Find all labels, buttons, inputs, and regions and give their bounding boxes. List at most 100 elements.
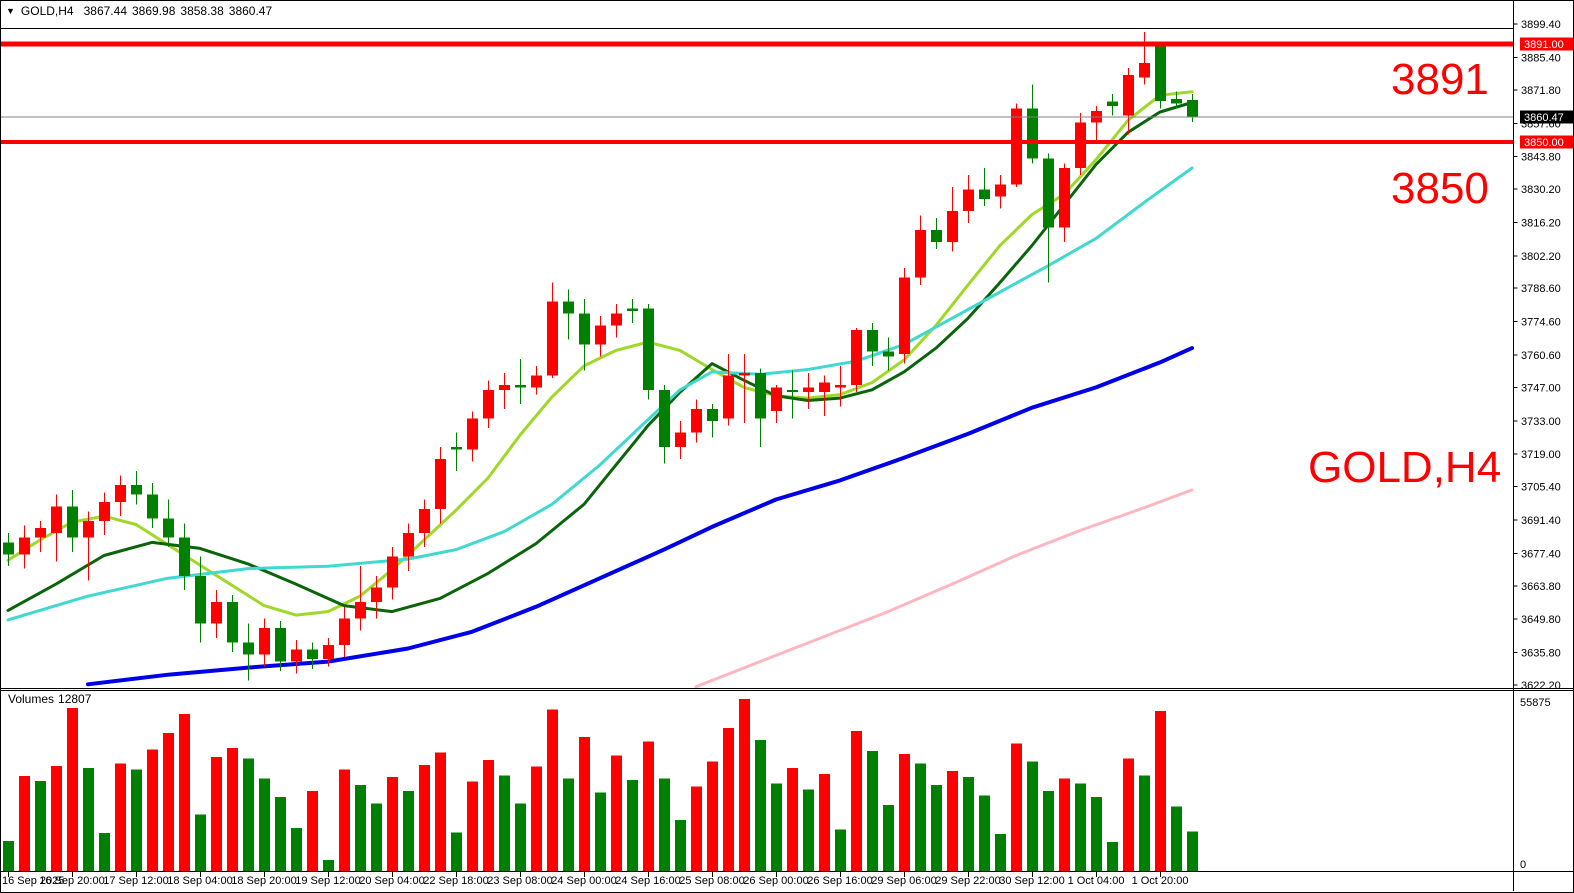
candle-body	[467, 418, 478, 450]
volume-bar	[755, 740, 766, 871]
volume-bar	[243, 758, 254, 871]
candle-body	[851, 330, 862, 385]
candle-body	[259, 628, 270, 655]
candle-body	[1075, 122, 1086, 168]
ma-slow-line	[6, 166, 1194, 622]
candle-body	[355, 602, 366, 619]
y-axis-label: 3802.20	[1521, 251, 1561, 263]
candle-body	[1027, 108, 1038, 159]
volume-bar	[403, 791, 414, 871]
volume-scale-max: 55875	[1520, 697, 1551, 709]
x-axis-label: 29 Sep 22:00	[935, 875, 1000, 887]
current-price-tag-label: 3860.47	[1524, 112, 1564, 124]
price-line-tag	[1520, 37, 1573, 51]
candle-body	[931, 230, 942, 242]
volume-bar	[1059, 778, 1070, 871]
ma-fast-line	[6, 90, 1194, 617]
candle-body	[1043, 158, 1054, 228]
candle-body	[435, 458, 446, 509]
volume-bar	[867, 750, 878, 871]
symbol-watermark-annotation: GOLD,H4	[1308, 443, 1502, 492]
volume-bar	[211, 757, 222, 871]
volume-bar	[675, 820, 686, 871]
volume-bar	[83, 767, 94, 871]
volume-bar	[979, 795, 990, 871]
candle-body	[579, 313, 590, 345]
candle-body	[1107, 101, 1118, 107]
volume-bar	[659, 778, 670, 871]
candle-body	[515, 385, 526, 388]
volume-bar	[1043, 791, 1054, 871]
volume-bar	[643, 741, 654, 871]
candle-body	[67, 506, 78, 538]
volume-bar	[467, 781, 478, 871]
candle-body	[915, 230, 926, 278]
candle-body	[547, 301, 558, 376]
volume-bar	[163, 732, 174, 871]
volume-bar	[627, 780, 638, 871]
y-axis-label: 3747.00	[1521, 382, 1561, 394]
y-axis-label: 3760.60	[1521, 350, 1561, 362]
volume-bar	[339, 769, 350, 871]
quote-high: 3869.98	[132, 4, 176, 18]
volume-bar	[611, 755, 622, 871]
y-axis-label: 3899.40	[1521, 19, 1561, 31]
volume-bar	[723, 727, 734, 871]
candle-body	[499, 385, 510, 390]
volume-bar	[227, 747, 238, 871]
candle-body	[387, 556, 398, 588]
candle-body	[819, 382, 830, 393]
volume-bar	[1123, 758, 1134, 871]
volume-bar	[387, 777, 398, 871]
y-axis-label: 3622.20	[1521, 680, 1561, 692]
candle-body	[419, 509, 430, 533]
candle-body	[1011, 108, 1022, 185]
y-axis-label: 3788.60	[1521, 283, 1561, 295]
volume-bar	[483, 760, 494, 871]
x-axis-label: 18 Sep 04:00	[167, 875, 232, 887]
x-axis-label: 19 Sep 12:00	[295, 875, 360, 887]
candle-body	[611, 313, 622, 326]
price-line-tag-label: 3891.00	[1524, 39, 1564, 51]
x-axis-label: 22 Sep 18:00	[423, 875, 488, 887]
volume-bar	[3, 841, 14, 871]
volume-bar	[787, 767, 798, 871]
candle-body	[867, 330, 878, 352]
x-axis-label: 16 Sep 2025	[2, 875, 64, 887]
x-axis-label: 29 Sep 06:00	[871, 875, 936, 887]
ma-long-line	[86, 346, 1194, 687]
volume-bar	[435, 752, 446, 871]
y-axis-label: 3733.00	[1521, 416, 1561, 428]
candle-body	[947, 210, 958, 242]
volume-bar	[915, 763, 926, 871]
x-axis-label: 16 Sep 20:00	[39, 875, 104, 887]
candle-body	[595, 325, 606, 345]
candle-body	[707, 408, 718, 421]
candle-body	[339, 618, 350, 645]
volume-bar	[451, 832, 462, 871]
resistance-level-annotation: 3891	[1391, 55, 1489, 104]
volume-bar	[579, 737, 590, 871]
x-axis-label: 23 Sep 08:00	[487, 875, 552, 887]
y-axis-label: 3871.80	[1521, 85, 1561, 97]
symbol-collapse-icon[interactable]: ▼	[6, 6, 15, 16]
candle-body	[115, 485, 126, 502]
volume-bar	[131, 769, 142, 871]
candle-body	[771, 387, 782, 412]
candle-body	[307, 649, 318, 660]
volume-bar	[307, 791, 318, 871]
y-axis-label: 3830.20	[1521, 184, 1561, 196]
volume-bar	[851, 730, 862, 871]
volume-bar	[883, 804, 894, 871]
volume-bar	[1027, 761, 1038, 871]
candle-body	[99, 501, 110, 521]
candle-body	[3, 542, 14, 555]
candle-body	[899, 277, 910, 354]
y-axis-label: 3719.00	[1521, 449, 1561, 461]
candle-body	[691, 408, 702, 433]
candle-body	[739, 373, 750, 376]
candle-body	[627, 308, 638, 312]
volume-bar	[499, 775, 510, 871]
candle-body	[675, 432, 686, 447]
